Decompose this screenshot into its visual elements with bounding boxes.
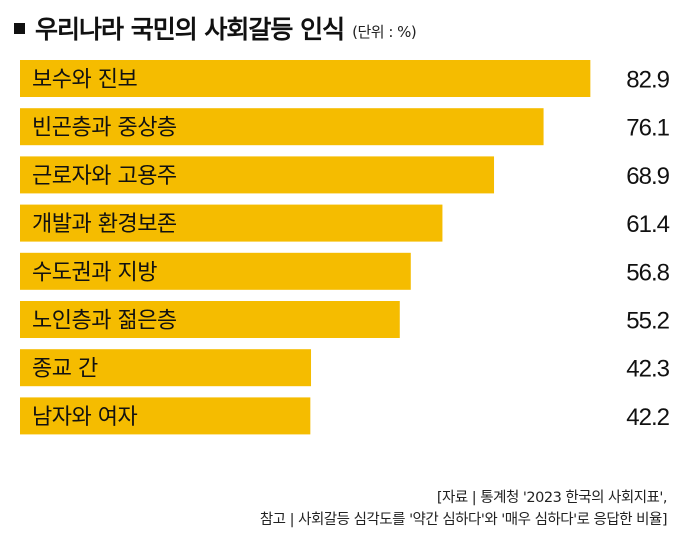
- value-label-7: 42.3: [626, 356, 669, 383]
- bar-1: [20, 60, 591, 97]
- value-label-4: 61.4: [626, 211, 669, 238]
- source-note: [자료 | 통계청 '2023 한국의 사회지표',: [436, 490, 668, 506]
- value-label-1: 82.9: [626, 67, 669, 94]
- reference-note: 참고 | 사회갈등 심각도를 '약간 심하다'와 '매우 심하다'로 응답한 비…: [259, 512, 668, 528]
- bar-chart: 보수와 진보 82.9 빈곤층과 중상층 76.1 근로자와 고용주 68.9 개발과 환경…: [20, 60, 671, 435]
- value-label-2: 76.1: [626, 115, 669, 142]
- bar-6: [20, 301, 400, 338]
- category-label-1: 보수와 진보: [32, 68, 137, 93]
- category-label-4: 개발과 환경보존: [32, 212, 177, 237]
- value-label-8: 42.2: [626, 404, 669, 431]
- value-label-3: 68.9: [626, 163, 669, 190]
- bar-7: [20, 349, 312, 387]
- category-label-2: 빈곤층과 중상층: [32, 116, 177, 141]
- chart-header: 우리나라 국민의 사회갈등 인식 (단위 : %): [14, 10, 417, 46]
- title-bullet-icon: [14, 22, 25, 34]
- category-label-8: 남자와 여자: [32, 405, 137, 430]
- bar-3: [20, 156, 495, 194]
- bar-5: [20, 252, 411, 290]
- chart-unit: (단위 : %): [352, 22, 417, 41]
- chart-title: 우리나라 국민의 사회갈등 인식: [35, 15, 345, 44]
- value-label-6: 55.2: [626, 308, 669, 335]
- bar-8: [20, 397, 311, 435]
- bar-4: [20, 204, 443, 242]
- category-label-3: 근로자와 고용주: [32, 164, 177, 189]
- bar-2: [20, 108, 544, 146]
- category-label-6: 노인층과 젊은층: [32, 309, 177, 334]
- category-label-7: 종교 간: [32, 357, 98, 382]
- category-label-5: 수도권과 지방: [32, 260, 157, 285]
- value-label-5: 56.8: [626, 259, 669, 286]
